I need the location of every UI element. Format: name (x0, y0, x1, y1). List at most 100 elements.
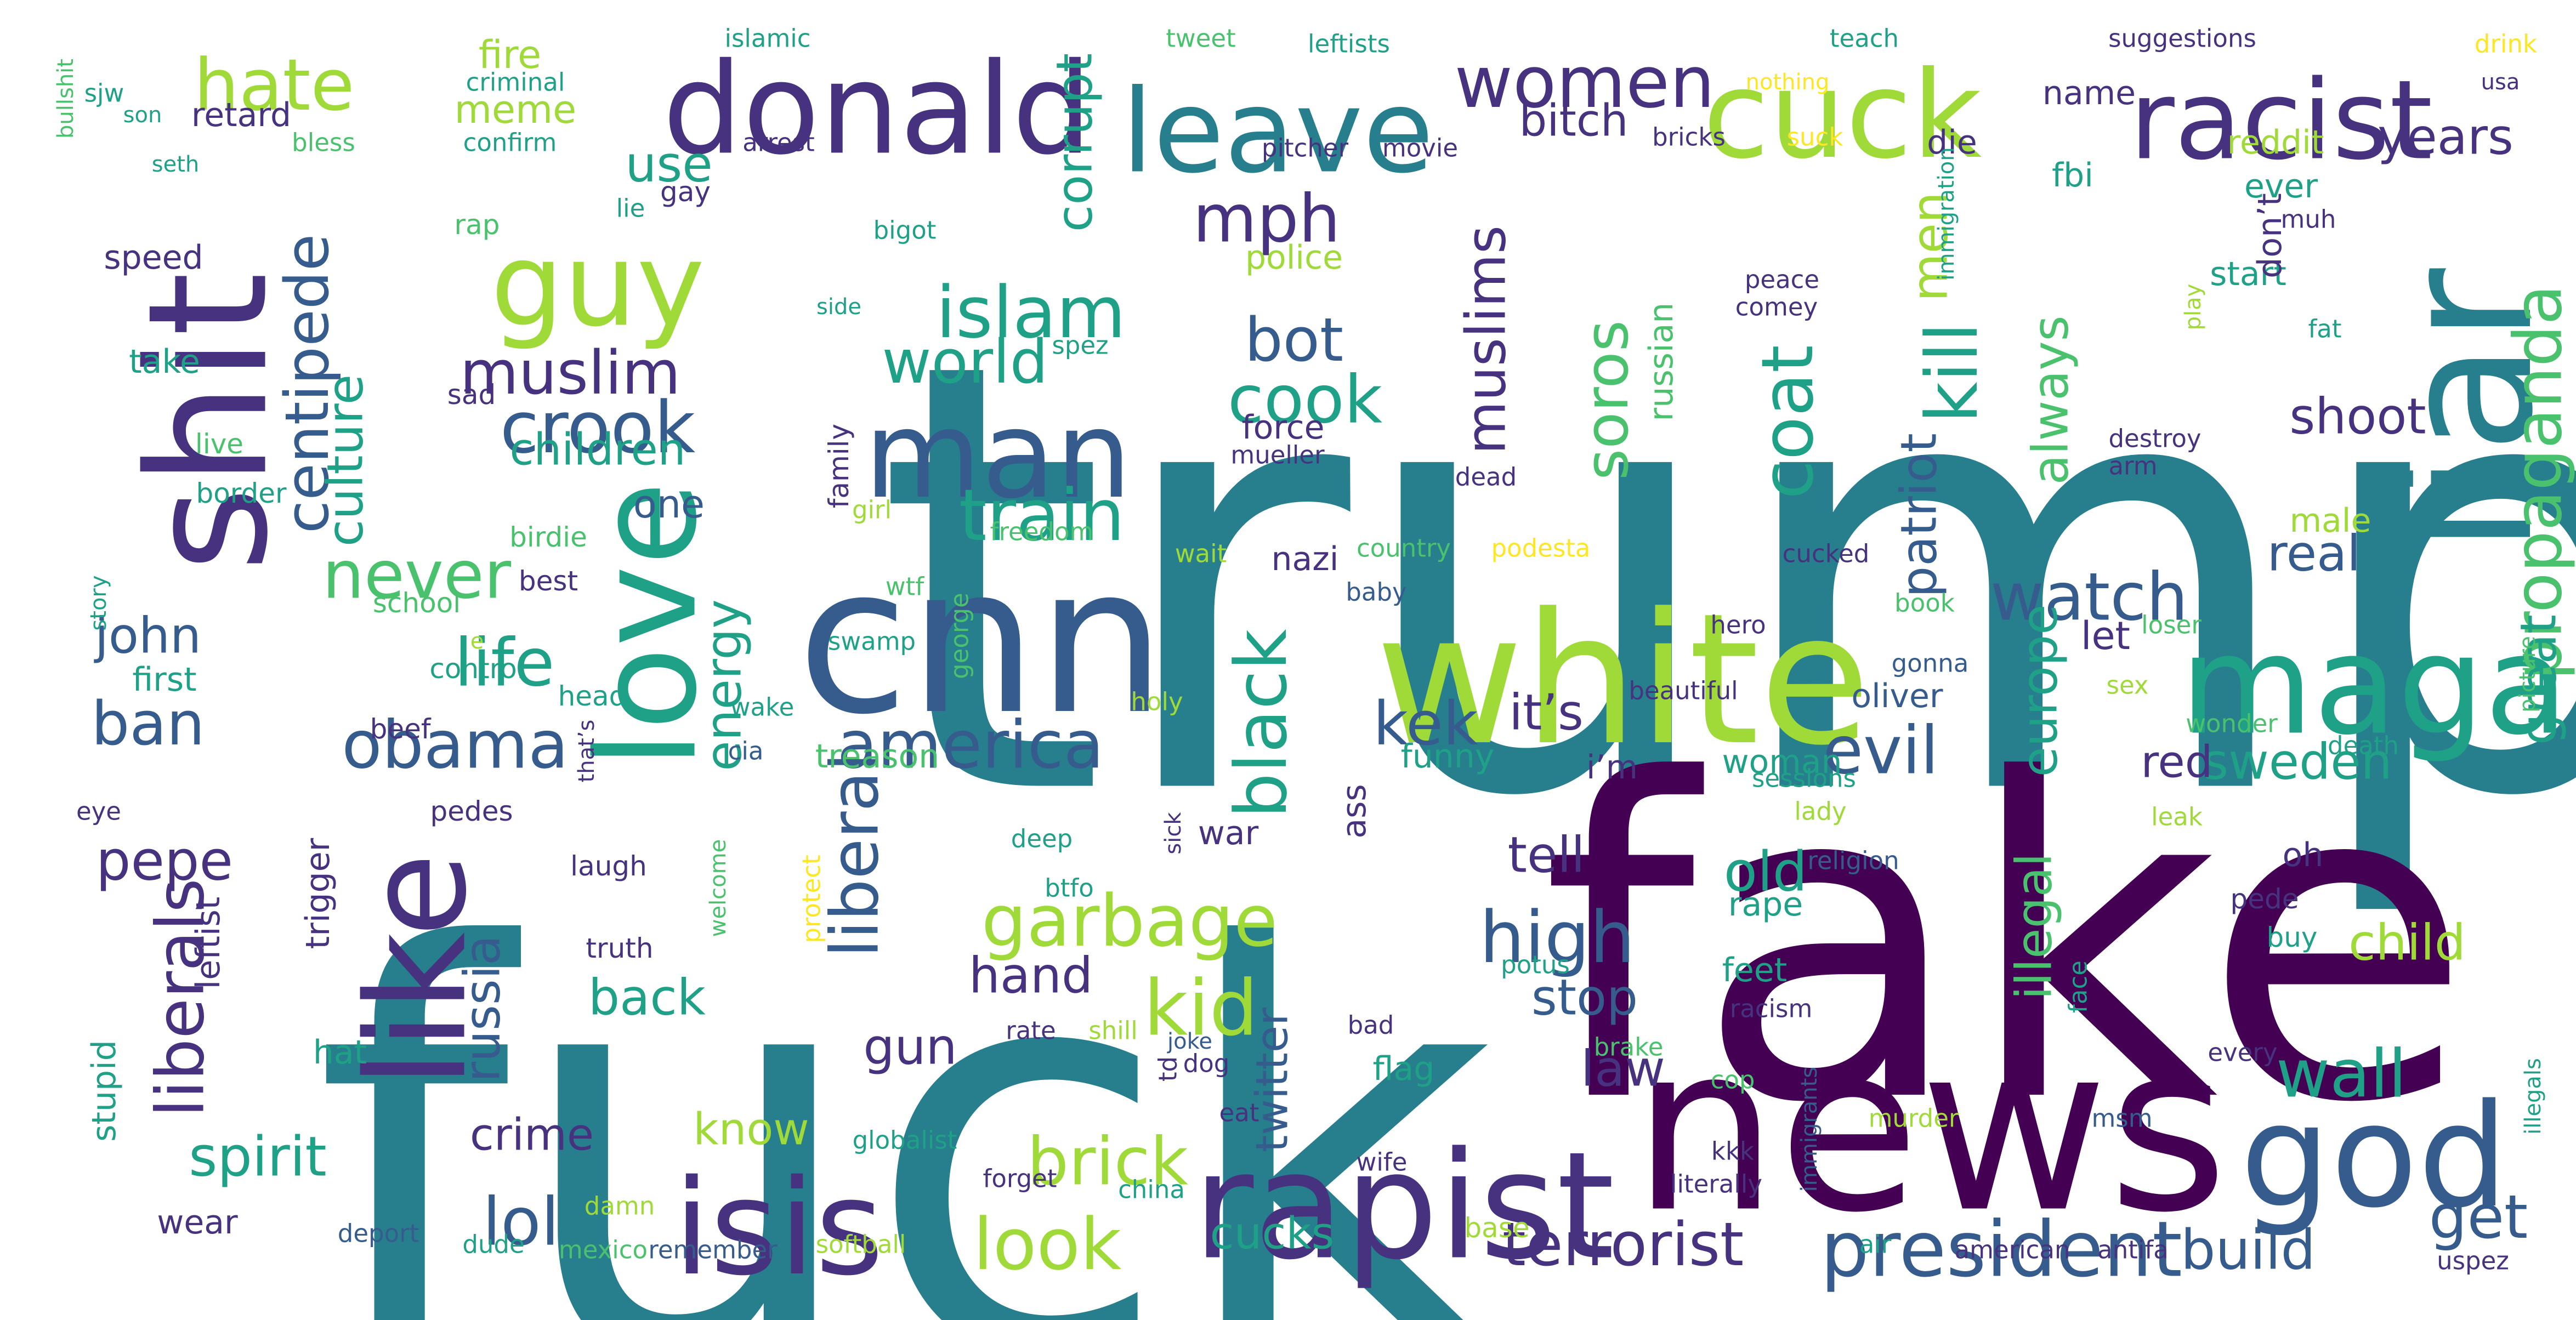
cloud-word: dead (1455, 463, 1517, 492)
cloud-word: kill (1910, 322, 1994, 423)
cloud-word: hate (194, 43, 354, 127)
cloud-word: fire (479, 32, 541, 77)
cloud-word: family (823, 424, 855, 508)
cloud-word: wear (157, 1203, 238, 1242)
cloud-word: joke (1167, 1029, 1212, 1054)
cloud-word: china (1118, 1175, 1185, 1204)
cloud-word: trigger (299, 838, 337, 949)
cloud-word: uspez (2437, 1247, 2509, 1276)
cloud-word: fake (1541, 687, 2473, 1198)
cloud-word: remember (648, 1236, 778, 1265)
cloud-word: teach (1830, 24, 1899, 53)
cloud-word: holy (1131, 687, 1183, 716)
cloud-word: guy (491, 218, 705, 352)
cloud-word: beef (370, 713, 432, 745)
cloud-word: fat (2308, 315, 2341, 344)
cloud-word: cnn (797, 524, 1166, 759)
cloud-word: truth (586, 932, 653, 964)
cloud-word: confirm (463, 128, 557, 157)
cloud-word: leak (2151, 803, 2203, 832)
cloud-word: law (1581, 1040, 1665, 1098)
cloud-word: get (2429, 1182, 2528, 1252)
cloud-word: cop (1711, 1066, 1755, 1095)
cloud-word: rate (1006, 1016, 1056, 1045)
cloud-word: cucked (1783, 539, 1870, 568)
cloud-word: europe (2011, 605, 2069, 777)
cloud-word: reddit (2227, 123, 2324, 162)
cloud-word: flag (1373, 1050, 1435, 1088)
cloud-word: brake (1594, 1033, 1664, 1062)
cloud-word: stupid (85, 1040, 123, 1142)
cloud-word: wait (1175, 539, 1227, 568)
cloud-word: train (959, 474, 1125, 557)
cloud-word: george (945, 593, 974, 679)
cloud-word: always (2022, 315, 2080, 485)
cloud-word: news (1632, 995, 2228, 1264)
cloud-word: women (1455, 41, 1715, 124)
cloud-word: feet (1722, 951, 1787, 989)
cloud-word: start (2210, 255, 2286, 293)
cloud-word: know (693, 1104, 809, 1155)
cloud-word: sessions (1752, 764, 1856, 793)
cloud-word: back (588, 969, 706, 1027)
cloud-word: centipede (272, 234, 342, 534)
cloud-word: bless (292, 128, 355, 157)
cloud-word: president (1820, 1205, 2182, 1295)
cloud-word: usa (2481, 70, 2520, 95)
cloud-word: wife (1357, 1148, 1408, 1177)
cloud-word: rap (455, 209, 500, 241)
cloud-word: terrorist (1502, 1209, 1744, 1279)
cloud-word: men (1902, 192, 1959, 301)
cloud-word: laugh (570, 850, 647, 882)
cloud-word: god (2240, 1074, 2508, 1239)
cloud-word: antifa (2097, 1236, 2169, 1265)
cloud-word: mph (1193, 181, 1340, 258)
cloud-word: live (195, 428, 243, 460)
cloud-word: immigration (1934, 147, 1959, 280)
cloud-word: like (337, 853, 497, 1088)
cloud-word: real (2267, 525, 2361, 583)
cloud-word: stop (1531, 969, 1638, 1027)
cloud-word: suck (1787, 123, 1843, 152)
cloud-word: side (816, 294, 861, 320)
cloud-word: sjw (84, 79, 124, 108)
cloud-word: spirit (189, 1125, 326, 1189)
cloud-word: fbi (2052, 156, 2093, 195)
cloud-word: coat (1746, 345, 1829, 499)
cloud-word: great (2510, 615, 2568, 745)
cloud-word: islamic (724, 24, 810, 53)
cloud-word: criminal (466, 68, 565, 97)
cloud-word: border (196, 477, 287, 509)
cloud-word: man (864, 385, 1132, 525)
cloud-word: eye (76, 797, 121, 826)
cloud-word: eat (1219, 1099, 1259, 1128)
cloud-word: lie (616, 194, 645, 223)
cloud-word: globalist (853, 1126, 957, 1155)
cloud-word: face (2064, 960, 2093, 1013)
cloud-word: sweden (2203, 733, 2392, 791)
cloud-word: nothing (1746, 70, 1830, 95)
cloud-word: sex (2107, 671, 2149, 700)
cloud-word: dude (462, 1230, 524, 1259)
cloud-word: child (2348, 914, 2466, 972)
cloud-word: old (1724, 840, 1807, 904)
cloud-word: oliver (1851, 677, 1943, 715)
cloud-word: pede (2231, 883, 2299, 915)
cloud-word: death (2328, 731, 2399, 760)
cloud-word: evil (1823, 713, 1939, 789)
cloud-word: lady (1794, 797, 1846, 826)
cloud-word: obama (342, 708, 569, 784)
cloud-word: bad (1348, 1011, 1394, 1040)
cloud-word: that’s (574, 720, 599, 783)
cloud-word: picture (2515, 636, 2540, 713)
cloud-word: i’m (1586, 748, 1638, 787)
cloud-word: wake (730, 693, 795, 722)
cloud-word: play (2181, 284, 2206, 331)
cloud-word: sad (447, 379, 496, 411)
cloud-word: russian (1642, 303, 1681, 422)
cloud-word: bot (1245, 305, 1343, 375)
cloud-word: love (568, 481, 727, 769)
cloud-word: build (2181, 1218, 2316, 1282)
cloud-word: deep (1011, 824, 1073, 854)
